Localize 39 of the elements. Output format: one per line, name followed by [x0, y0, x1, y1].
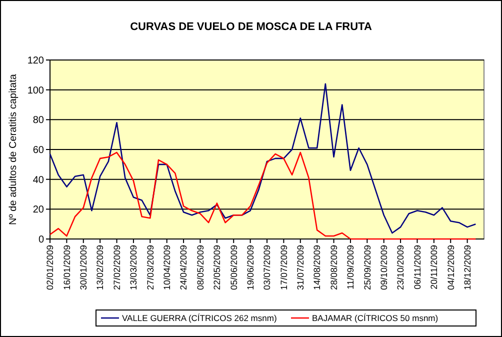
y-axis-title: Nº de adultos de Ceratitis capitata — [8, 74, 19, 225]
y-tick-label: 20 — [32, 204, 44, 216]
x-tick-label: 02/01/2009 — [45, 245, 56, 290]
x-tick-label: 13/03/2009 — [128, 245, 139, 290]
x-tick-label: 27/03/2009 — [145, 245, 156, 290]
legend-label: VALLE GUERRA (CÍTRICOS 262 msnm) — [122, 312, 277, 323]
x-tick-label: 28/08/2009 — [328, 245, 339, 290]
x-tick-label: 22/05/2009 — [212, 245, 222, 290]
x-tick-label: 14/08/2009 — [312, 245, 322, 290]
line-series — [49, 152, 476, 240]
x-tick-label: 19/06/2009 — [245, 245, 256, 290]
x-tick-label: 03/07/2009 — [262, 245, 272, 290]
y-tick-label: 80 — [32, 115, 44, 126]
x-tick-label: 31/07/2009 — [296, 245, 306, 290]
x-tick-label: 06/11/2009 — [412, 245, 422, 290]
y-tick-label: 60 — [32, 145, 44, 156]
line-series — [49, 83, 476, 234]
legend-label: BAJAMAR (CÍTRICOS 50 msnm) — [312, 312, 438, 323]
x-tick-label: 08/05/2009 — [195, 245, 206, 290]
x-tick-label: 05/06/2009 — [228, 245, 239, 290]
x-tick-label: 04/12/2009 — [446, 245, 456, 290]
chart-title: CURVAS DE VUELO DE MOSCA DE LA FRUTA — [130, 21, 372, 33]
x-tick-label: 18/12/2009 — [462, 245, 472, 290]
x-tick-label: 27/02/2009 — [112, 245, 122, 290]
x-tick-label: 24/04/2009 — [178, 245, 189, 290]
y-tick-label: 120 — [27, 56, 44, 66]
x-tick-label: 16/01/2009 — [62, 245, 72, 290]
x-tick-label: 23/10/2009 — [396, 245, 406, 290]
x-tick-label: 30/01/2009 — [78, 245, 89, 290]
x-tick-label: 20/11/2009 — [429, 245, 440, 290]
x-tick-label: 25/09/2009 — [362, 245, 372, 290]
x-tick-label: 11/09/2009 — [346, 245, 356, 290]
x-tick-label: 09/10/2009 — [378, 245, 389, 290]
y-tick-label: 40 — [32, 174, 44, 186]
y-tick-label: 100 — [27, 85, 44, 96]
x-tick-label: 17/07/2009 — [278, 245, 289, 290]
x-tick-label: 13/02/2009 — [95, 245, 106, 290]
y-tick-label: 0 — [38, 234, 44, 246]
x-tick-label: 10/04/2009 — [162, 245, 172, 290]
